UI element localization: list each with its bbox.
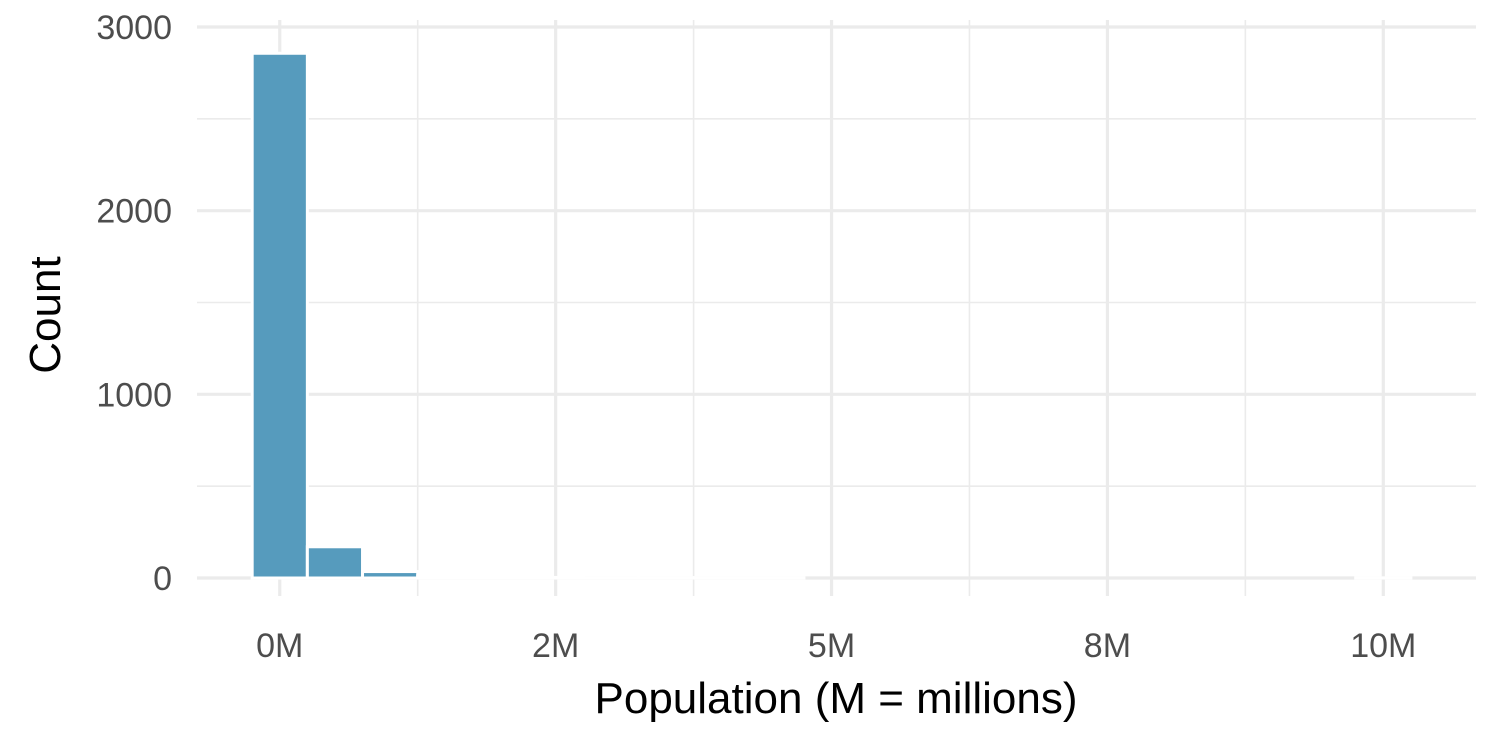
histogram-bar [250, 51, 309, 580]
y-tick-label: 2000 [96, 193, 172, 231]
x-tick-label: 8M [1084, 627, 1131, 665]
y-tick-label: 3000 [96, 9, 172, 47]
histogram-bar [361, 570, 420, 580]
x-tick-label: 2M [532, 627, 579, 665]
histogram-bar [416, 574, 475, 580]
histogram-bars [250, 51, 1413, 580]
y-tick-label: 1000 [96, 376, 172, 414]
x-axis-title: Population (M = millions) [595, 674, 1078, 723]
y-axis-tick-labels: 0 1000 2000 3000 [96, 9, 172, 598]
grid-lines [197, 20, 1476, 596]
x-tick-label: 10M [1350, 627, 1416, 665]
histogram-bar [526, 575, 585, 580]
x-tick-label: 0M [256, 627, 303, 665]
histogram-bar [305, 545, 365, 580]
y-tick-label: 0 [153, 560, 172, 598]
x-axis-tick-labels: 0M 2M 5M 8M 10M [256, 627, 1416, 665]
histogram-bar [471, 575, 530, 580]
y-axis-title: Count [21, 256, 70, 373]
x-tick-label: 5M [808, 627, 855, 665]
